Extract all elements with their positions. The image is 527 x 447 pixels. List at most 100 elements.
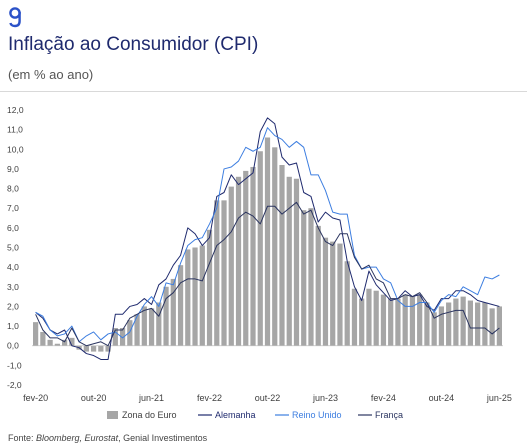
source-names: Bloomberg, Eurostat xyxy=(36,433,119,443)
legend-alemanha-label: Alemanha xyxy=(215,410,256,420)
bar-zona-do-euro xyxy=(344,261,350,346)
bar-zona-do-euro xyxy=(127,320,133,346)
bar-zona-do-euro xyxy=(453,298,459,346)
y-tick-label: -1,0 xyxy=(7,360,22,370)
bar-zona-do-euro xyxy=(388,298,394,346)
bar-zona-do-euro xyxy=(272,147,278,346)
x-tick-label: fev-24 xyxy=(371,393,396,403)
bar-zona-do-euro xyxy=(373,290,379,346)
bar-zona-do-euro xyxy=(90,345,97,352)
bar-zona-do-euro xyxy=(467,300,473,346)
bar-zona-do-euro xyxy=(141,306,147,346)
bar-zona-do-euro xyxy=(409,296,416,346)
divider xyxy=(0,91,527,92)
y-tick-label: 2,0 xyxy=(7,301,19,311)
legend-zona-do-euro-swatch xyxy=(107,411,118,419)
bar-zona-do-euro xyxy=(293,178,300,346)
bar-zona-do-euro xyxy=(431,312,437,346)
genial-g-logo-icon xyxy=(9,7,21,28)
bar-zona-do-euro xyxy=(228,186,234,346)
x-tick-label: fev-22 xyxy=(197,393,222,403)
cpi-chart: 12,0 11,0 10,0 9,0 8,0 7,0 6,0 5,0 4,0 3,0 2,0 1,0 0… xyxy=(7,105,512,420)
bar-zona-do-euro xyxy=(337,243,343,346)
y-tick-label: 10,0 xyxy=(7,144,24,154)
bar-zona-do-euro xyxy=(62,339,68,346)
x-tick-label: out-22 xyxy=(255,393,281,403)
line-reino-unido xyxy=(35,127,500,343)
x-tick-label: jun-25 xyxy=(486,393,512,403)
bar-zona-do-euro xyxy=(330,241,336,346)
y-tick-label: 12,0 xyxy=(7,105,24,115)
bar-zona-do-euro xyxy=(446,302,452,346)
y-tick-label: 11,0 xyxy=(7,125,23,135)
bar-zona-do-euro xyxy=(163,286,169,346)
x-tick-label: out-24 xyxy=(429,393,455,403)
bar-zona-do-euro xyxy=(496,306,502,346)
bar-zona-do-euro xyxy=(98,345,104,352)
bar-zona-do-euro xyxy=(112,328,118,346)
bar-zona-do-euro xyxy=(322,237,329,346)
y-tick-label: 4,0 xyxy=(7,262,19,272)
bar-zona-do-euro xyxy=(402,294,408,346)
bar-zona-do-euro xyxy=(417,294,423,346)
source-rest: , Genial Investimentos xyxy=(118,433,208,443)
bar-zona-do-euro xyxy=(33,322,39,346)
bar-zona-do-euro xyxy=(351,288,358,346)
y-tick-label: 6,0 xyxy=(7,223,19,233)
bar-zona-do-euro xyxy=(438,306,445,346)
bar-zona-do-euro xyxy=(47,339,53,346)
line-alemanha xyxy=(35,117,500,360)
y-tick-label: 7,0 xyxy=(7,203,19,213)
bar-zona-do-euro xyxy=(286,176,292,346)
legend-reino-unido-label: Reino Unido xyxy=(292,410,342,420)
x-tick-label: out-20 xyxy=(81,393,107,403)
bar-zona-do-euro xyxy=(185,249,191,346)
bar-zona-do-euro xyxy=(54,343,60,346)
y-tick-label: -2,0 xyxy=(7,380,22,390)
bar-zona-do-euro xyxy=(279,165,285,346)
bar-zona-do-euro xyxy=(177,265,184,346)
bar-zona-do-euro xyxy=(315,225,321,346)
y-tick-label: 8,0 xyxy=(7,184,19,194)
bar-zona-do-euro xyxy=(206,229,213,346)
y-tick-label: 1,0 xyxy=(7,321,19,331)
bar-zona-do-euro xyxy=(482,302,488,346)
bar-zona-do-euro xyxy=(359,298,365,346)
bar-zona-do-euro xyxy=(192,247,198,346)
bar-zona-do-euro xyxy=(69,337,75,346)
source-label: Fonte: xyxy=(8,433,34,443)
bar-zona-do-euro xyxy=(380,294,387,346)
x-tick-label: fev-20 xyxy=(23,393,48,403)
bar-zona-do-euro xyxy=(424,302,430,346)
legend-zona-do-euro-label: Zona do Euro xyxy=(122,410,177,420)
bar-zona-do-euro xyxy=(460,296,466,346)
bar-zona-do-euro xyxy=(264,137,271,346)
x-tick-label: jun-21 xyxy=(138,393,164,403)
page-subtitle: (em % ao ano) xyxy=(8,67,94,82)
line-franca xyxy=(35,201,500,347)
bar-zona-do-euro xyxy=(214,200,220,346)
bar-zona-do-euro xyxy=(366,288,372,346)
y-tick-label: 0,0 xyxy=(7,341,19,351)
bar-zona-do-euro xyxy=(40,331,46,346)
y-tick-label: 9,0 xyxy=(7,164,19,174)
bar-zona-do-euro xyxy=(148,308,155,346)
bar-zona-do-euro xyxy=(199,245,205,346)
legend-franca-label: França xyxy=(375,410,403,420)
bar-zona-do-euro xyxy=(134,314,140,346)
page-title: Inflação ao Consumidor (CPI) xyxy=(8,34,259,55)
source-note: Fonte: Bloomberg, Eurostat, Genial Inves… xyxy=(8,433,207,443)
bar-zona-do-euro xyxy=(489,308,495,346)
bar-zona-do-euro xyxy=(221,200,227,346)
bar-zona-do-euro xyxy=(156,302,162,346)
bar-zona-do-euro xyxy=(243,170,249,346)
bar-zona-do-euro xyxy=(170,278,176,346)
bar-zona-do-euro xyxy=(250,166,256,346)
bar-zona-do-euro xyxy=(119,328,126,346)
bar-zona-do-euro xyxy=(257,151,263,346)
bar-zona-do-euro xyxy=(308,208,314,346)
bar-zona-do-euro xyxy=(475,302,481,346)
y-tick-label: 3,0 xyxy=(7,282,19,292)
bar-zona-do-euro xyxy=(83,345,89,352)
bar-zona-do-euro xyxy=(105,345,111,352)
